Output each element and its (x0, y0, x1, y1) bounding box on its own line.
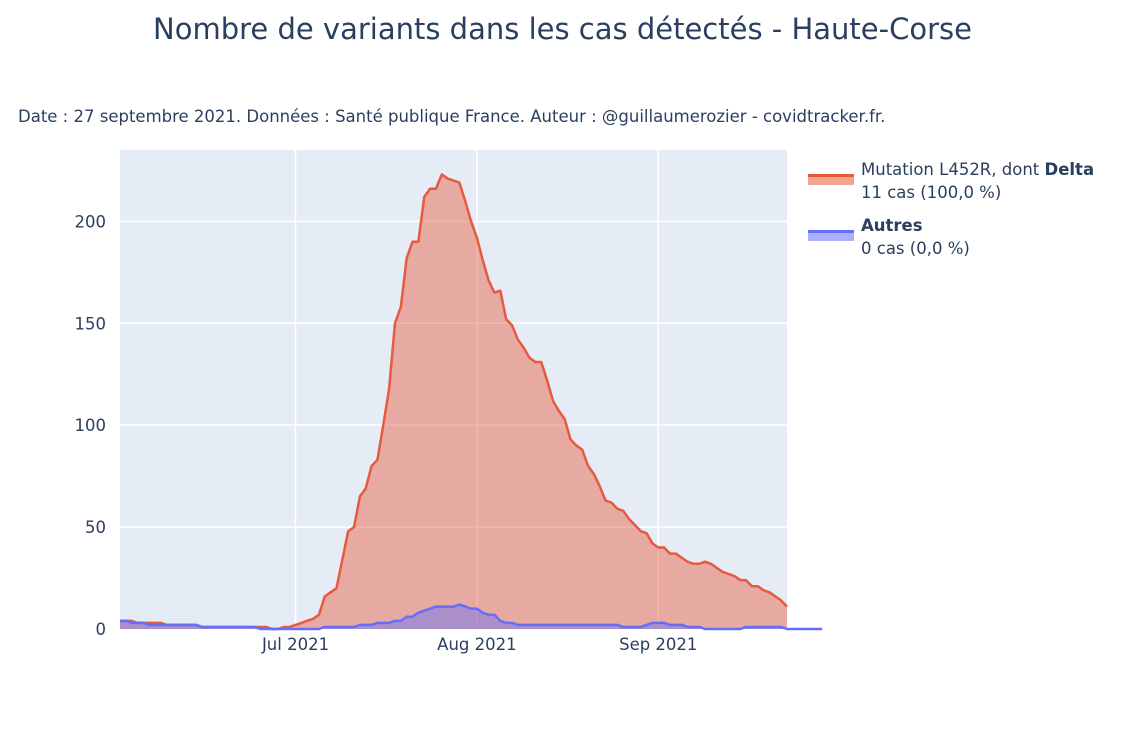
x-tick-label: Jul 2021 (261, 635, 329, 654)
legend-label-autres: Autres (861, 214, 1094, 237)
y-gridlines (120, 220, 787, 528)
x-tick-label: Aug 2021 (437, 635, 516, 654)
area-fill-autres (120, 604, 823, 629)
legend-item-autres[interactable]: Autres 0 cas (0,0 %) (806, 214, 1094, 260)
legend-line-autres (808, 230, 854, 233)
legend-detail-delta: 11 cas (100,0 %) (861, 183, 1002, 202)
legend-swatch-delta (808, 174, 854, 185)
series-line-autres (120, 603, 823, 631)
y-tick-label: 0 (96, 620, 107, 639)
legend[interactable]: Mutation L452R, dont Delta 11 cas (100,0… (806, 158, 1094, 270)
legend-name-bold: Delta (1044, 160, 1095, 179)
x-gridlines (294, 150, 660, 629)
legend-fill-delta (808, 177, 854, 185)
legend-fill-autres (808, 233, 854, 241)
legend-detail-autres: 0 cas (0,0 %) (861, 239, 970, 258)
y-tick-label: 100 (75, 416, 107, 435)
y-tick-labels: 0 50 100 150 200 (75, 212, 107, 639)
y-tick-label: 150 (75, 314, 107, 333)
area-fill-delta (120, 174, 787, 629)
legend-label-delta: Mutation L452R, dont Delta (861, 158, 1094, 181)
legend-name-bold: Autres (861, 216, 923, 235)
legend-name-prefix: Mutation L452R, dont (861, 160, 1045, 179)
legend-swatch-autres (808, 230, 854, 241)
y-tick-label: 50 (85, 518, 106, 537)
chart-title: Nombre de variants dans les cas détectés… (153, 12, 972, 46)
chart-subtitle: Date : 27 septembre 2021. Données : Sant… (18, 107, 886, 126)
y-tick-label: 200 (75, 212, 107, 231)
legend-line-delta (808, 174, 854, 177)
legend-item-delta[interactable]: Mutation L452R, dont Delta 11 cas (100,0… (806, 158, 1094, 204)
x-tick-label: Sep 2021 (619, 635, 697, 654)
plot-background (120, 150, 787, 629)
x-tick-labels: Jul 2021 Aug 2021 Sep 2021 (261, 635, 698, 654)
series-areas (120, 173, 823, 631)
